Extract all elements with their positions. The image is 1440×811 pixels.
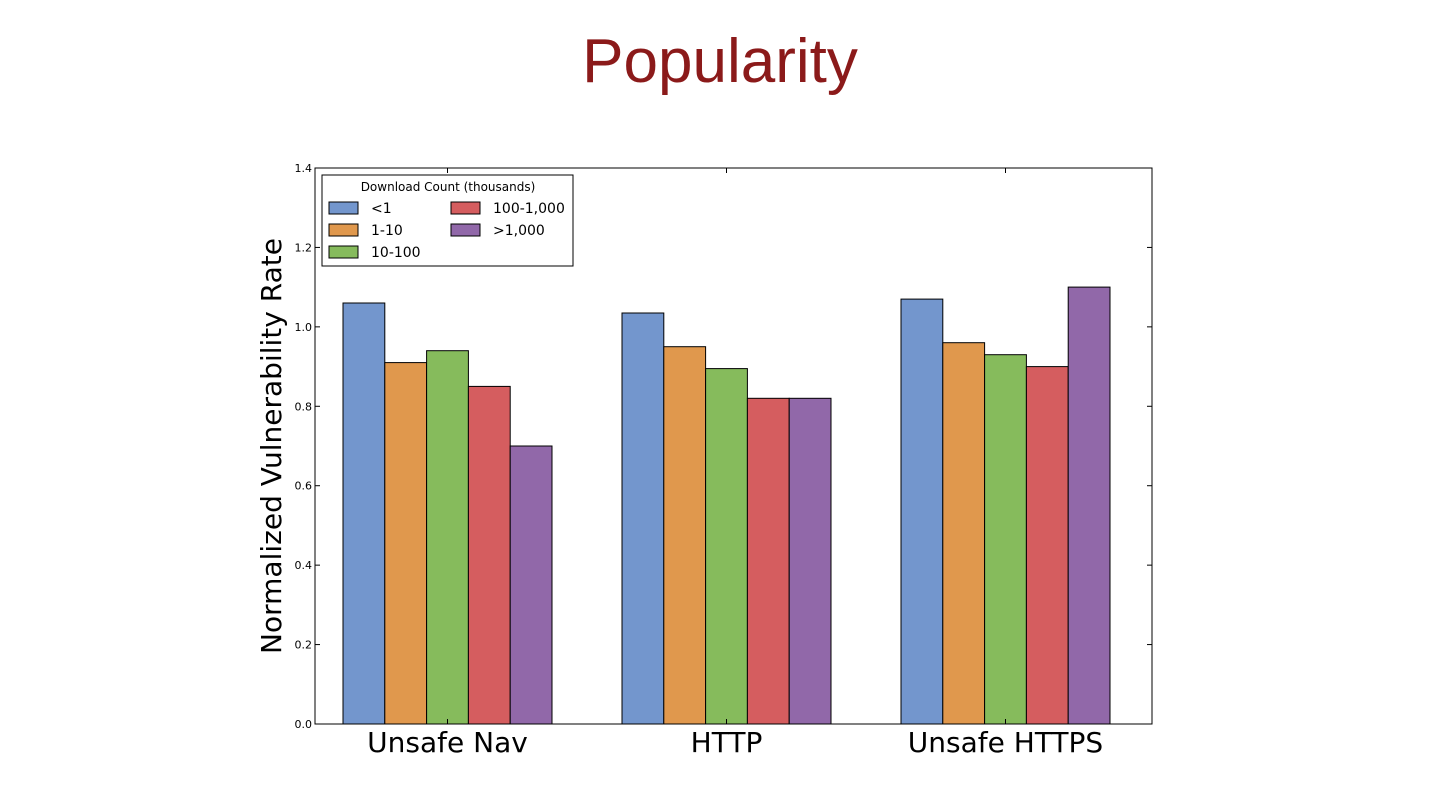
legend-frame	[321, 174, 574, 267]
x-category-label-unsafe-nav: Unsafe Nav	[367, 726, 528, 759]
y-tick-label: 1.4	[295, 162, 313, 175]
x-category-label-http: HTTP	[691, 726, 763, 759]
y-tick-label: 0.4	[295, 559, 313, 572]
y-tick-labels: 0.0 0.2 0.4 0.6 0.8 1.0 1.2 1.4	[295, 162, 313, 731]
y-tick-label: 1.2	[295, 241, 313, 254]
ticks-layer	[315, 167, 1152, 725]
bar-unsafe-https-series-4	[1025, 366, 1069, 725]
legend-label-1: <1	[371, 201, 392, 217]
bar-unsafe-nav-series-1	[342, 302, 386, 725]
legend-items: <1 1-10 10-100 100-1,000 >1,000	[328, 201, 565, 261]
legend-label-2: 1-10	[371, 223, 403, 239]
y-tick-label: 0.6	[295, 480, 313, 493]
bar-http-series-1	[621, 312, 665, 725]
y-axis-label: Normalized Vulnerability Rate	[255, 238, 288, 654]
bar-unsafe-https-series-5	[1067, 286, 1111, 725]
y-tick-label: 0.2	[295, 639, 313, 652]
x-category-labels: Unsafe Nav HTTP Unsafe HTTPS	[367, 726, 1103, 759]
legend-swatch-1	[328, 201, 359, 215]
bar-http-series-2	[663, 346, 707, 725]
bar-unsafe-nav-series-3	[426, 350, 469, 725]
x-category-label-unsafe-https: Unsafe HTTPS	[908, 726, 1103, 759]
bar-unsafe-nav-series-2	[384, 362, 428, 725]
legend-title: Download Count (thousands)	[361, 180, 536, 194]
legend: Download Count (thousands) <1 1-10 10-100 1…	[321, 174, 574, 267]
bar-unsafe-nav-series-4	[467, 385, 511, 725]
plot-area-frame	[314, 167, 1153, 725]
bars-layer	[342, 286, 1111, 725]
bar-http-series-5	[788, 397, 832, 725]
bar-http-series-4	[746, 397, 790, 725]
y-tick-label: 1.0	[295, 321, 313, 334]
bar-http-series-3	[705, 368, 748, 725]
legend-label-4: 100-1,000	[493, 201, 565, 217]
legend-swatch-3	[328, 245, 359, 259]
bar-unsafe-https-series-2	[942, 342, 986, 725]
legend-label-3: 10-100	[371, 245, 421, 261]
bar-unsafe-nav-series-5	[509, 445, 553, 725]
bar-unsafe-https-series-1	[900, 298, 944, 725]
bar-unsafe-https-series-3	[984, 354, 1027, 725]
y-tick-label: 0.0	[295, 718, 313, 731]
legend-swatch-4	[450, 201, 481, 215]
slide-title: Popularity	[582, 27, 858, 96]
legend-label-5: >1,000	[493, 223, 545, 239]
legend-swatch-2	[328, 223, 359, 237]
y-tick-label: 0.8	[295, 400, 313, 413]
legend-swatch-5	[450, 223, 481, 237]
